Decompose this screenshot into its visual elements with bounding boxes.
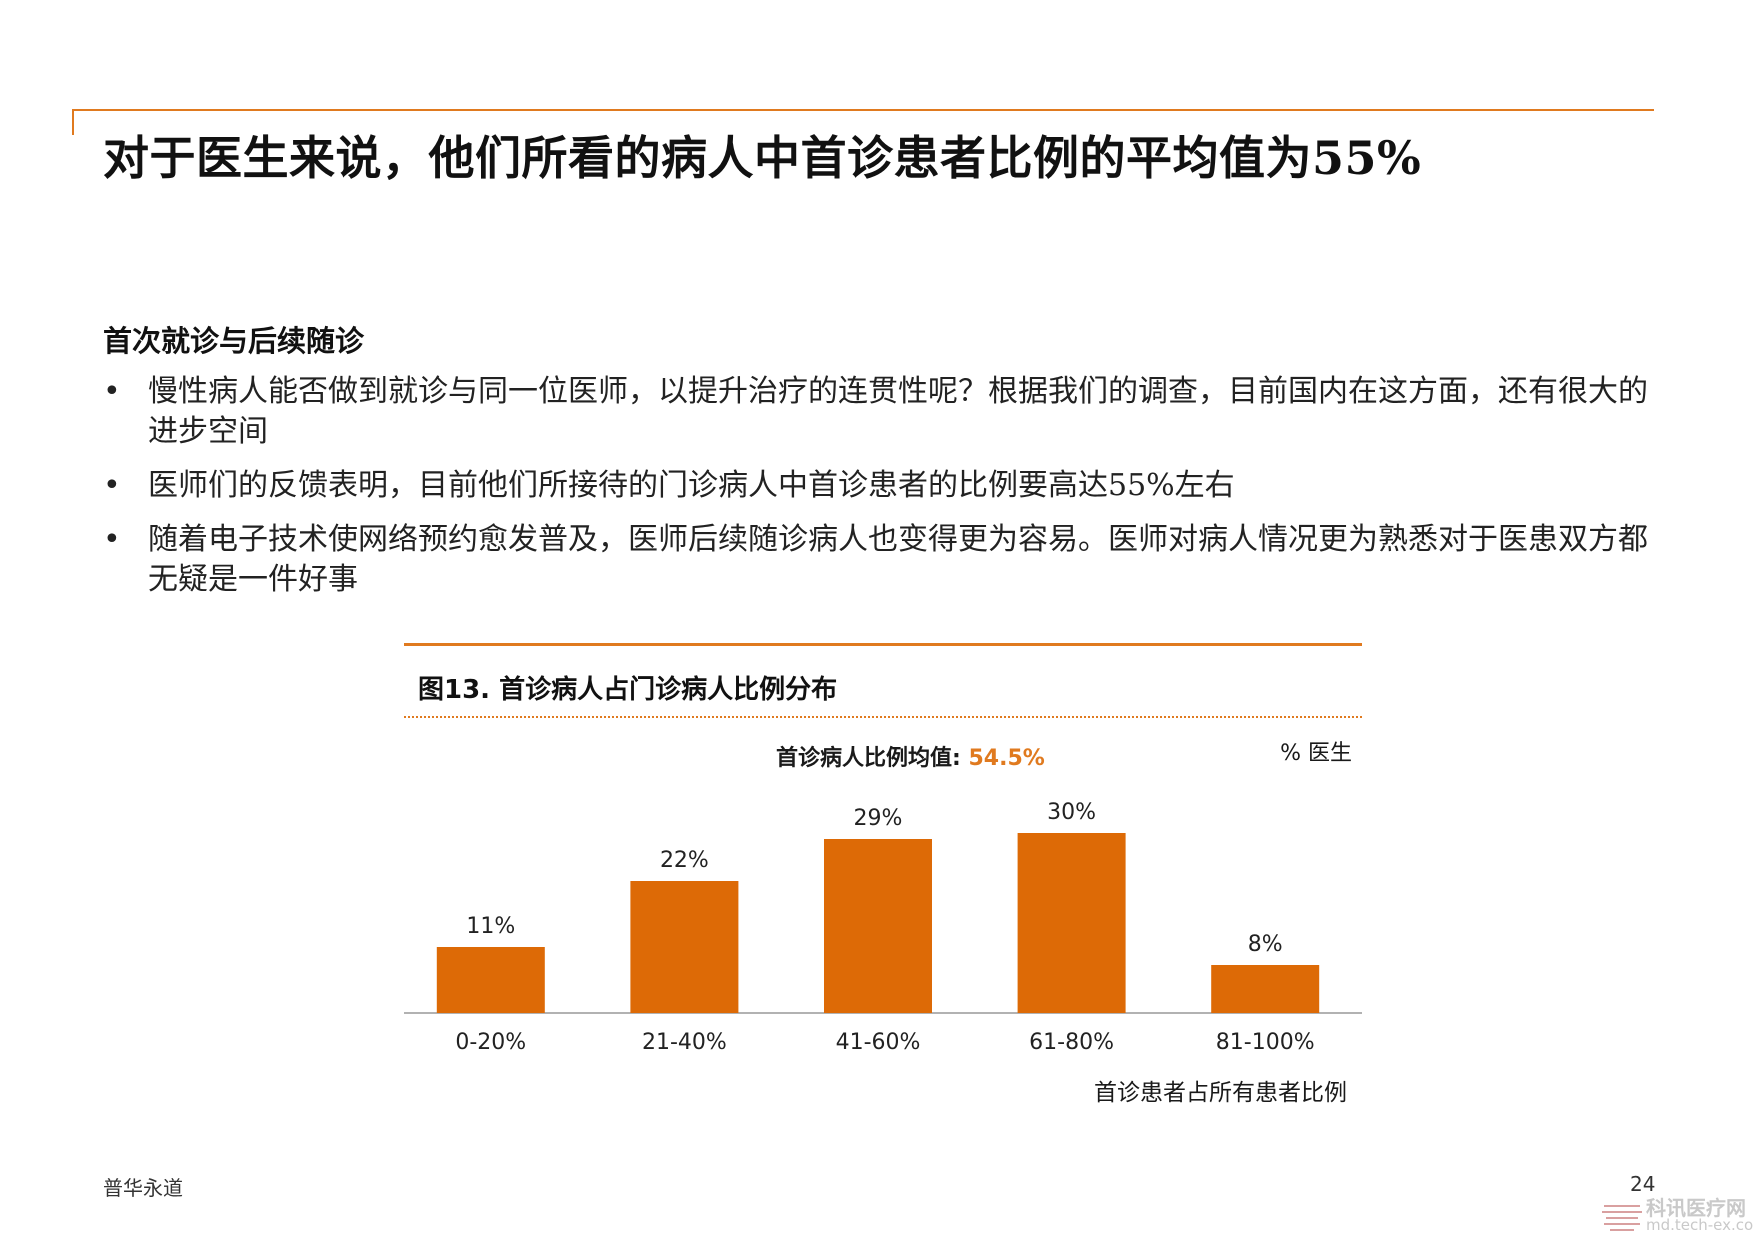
x-tick-label: 61-80% [1029,1030,1114,1055]
watermark: 科讯医疗网 md.tech-ex.com [1600,1192,1754,1238]
bar [1211,965,1320,1013]
bullet-text: 医师们的反馈表明，目前他们所接待的门诊病人中首诊患者的比例要高达55%左右 [148,468,1235,503]
watermark-name: 科讯医疗网 [1646,1196,1746,1220]
mean-value: 54.5% [968,746,1045,771]
data-label: 11% [466,914,515,939]
figure-top-rule [404,643,1362,646]
slide-title: 对于医生来说，他们所看的病人中首诊患者比例的平均值为55% [103,131,1422,185]
mean-annotation: 首诊病人比例均值: 54.5% [776,740,1045,772]
title-rule [72,109,1654,111]
unit-label: % 医生 [1280,741,1352,766]
bullet-text: 随着电子技术使网络预约愈发普及，医师后续随诊病人也变得更为容易。医师对病人情况更… [148,522,1648,597]
title-rule-tick [72,109,74,135]
x-tick-label: 21-40% [642,1030,727,1055]
data-label: 29% [854,806,903,831]
bullet-marker: • [103,374,121,409]
data-label: 8% [1248,932,1283,957]
bar [630,881,739,1013]
bullet-list: • 慢性病人能否做到就诊与同一位医师，以提升治疗的连贯性呢？根据我们的调查，目前… [103,372,1663,614]
bullet-item: • 随着电子技术使网络预约愈发普及，医师后续随诊病人也变得更为容易。医师对病人情… [103,520,1663,600]
bar-chart: 11% 0-20% 22% 21-40% 29% 41-60% 30% 61-80% 8% 81-… [404,800,1362,1055]
bullet-marker: • [103,468,121,503]
watermark-url: md.tech-ex.com [1646,1216,1754,1234]
data-label: 22% [660,848,709,873]
bar [1017,833,1126,1013]
bullet-marker: • [103,522,121,557]
bullet-text: 慢性病人能否做到就诊与同一位医师，以提升治疗的连贯性呢？根据我们的调查，目前国内… [148,374,1648,449]
x-tick-label: 81-100% [1216,1030,1315,1055]
x-axis-title: 首诊患者占所有患者比例 [1094,1080,1347,1106]
x-tick-label: 0-20% [455,1030,526,1055]
mean-label: 首诊病人比例均值: [776,746,969,771]
figure-panel: 图13. 首诊病人占门诊病人比例分布 首诊病人比例均值: 54.5% % 医生 … [404,643,1362,1106]
bar [436,947,545,1013]
x-tick-label: 41-60% [836,1030,921,1055]
figure-title: 图13. 首诊病人占门诊病人比例分布 [418,675,838,705]
figure-dotted-divider [404,716,1362,718]
section-heading: 首次就诊与后续随诊 [103,324,365,358]
footer-brand: 普华永道 [103,1176,183,1200]
watermark-logo-icon [1602,1205,1642,1231]
bar [824,839,932,1013]
page-number: 24 [1630,1172,1656,1196]
data-label: 30% [1047,800,1096,825]
bullet-item: • 医师们的反馈表明，目前他们所接待的门诊病人中首诊患者的比例要高达55%左右 [103,466,1663,506]
bullet-item: • 慢性病人能否做到就诊与同一位医师，以提升治疗的连贯性呢？根据我们的调查，目前… [103,372,1663,452]
